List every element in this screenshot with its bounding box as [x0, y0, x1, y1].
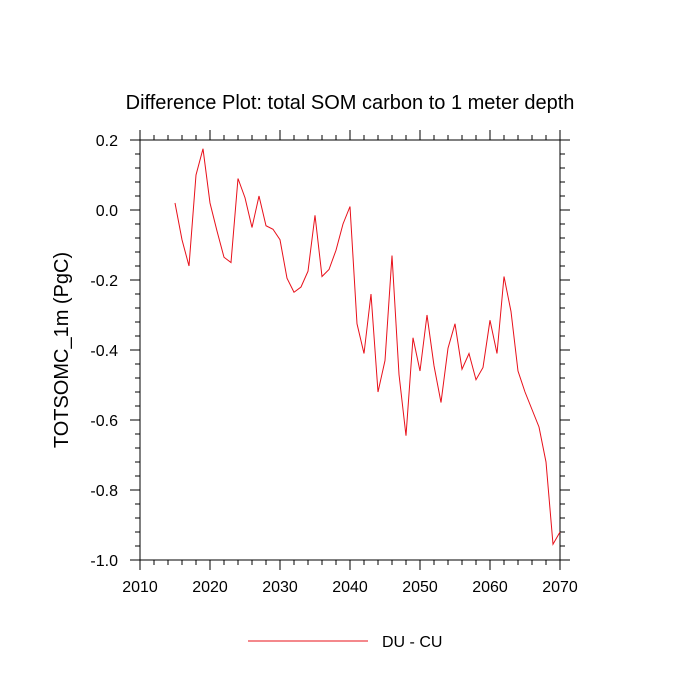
axis-ticks [130, 130, 570, 570]
legend-label: DU - CU [382, 634, 442, 651]
x-tick-label: 2020 [192, 579, 228, 596]
axis-tick-labels: 2010 2020 2030 2040 2050 2060 2070 0.2 0.0 -0.2 -0… [90, 133, 577, 596]
series-line-0 [174, 148, 561, 546]
y-tick-label: -0.2 [90, 273, 118, 290]
y-tick-label: 0.0 [96, 203, 118, 220]
y-tick-label: -1.0 [90, 553, 118, 570]
x-tick-label: 2060 [472, 579, 508, 596]
y-tick-label: 0.2 [96, 133, 118, 150]
legend: DU - CU [248, 634, 442, 651]
y-tick-label: -0.8 [90, 483, 118, 500]
x-tick-label: 2050 [402, 579, 438, 596]
y-axis-title: TOTSOMC_1m (PgC) [51, 252, 73, 448]
y-tick-label: -0.4 [90, 343, 118, 360]
series-layer [174, 148, 561, 546]
chart-title: Difference Plot: total SOM carbon to 1 m… [126, 92, 575, 114]
y-tick-label: -0.6 [90, 413, 118, 430]
x-tick-label: 2030 [262, 579, 298, 596]
x-tick-label: 2010 [122, 579, 158, 596]
x-tick-label: 2040 [332, 579, 368, 596]
x-tick-label: 2070 [542, 579, 578, 596]
